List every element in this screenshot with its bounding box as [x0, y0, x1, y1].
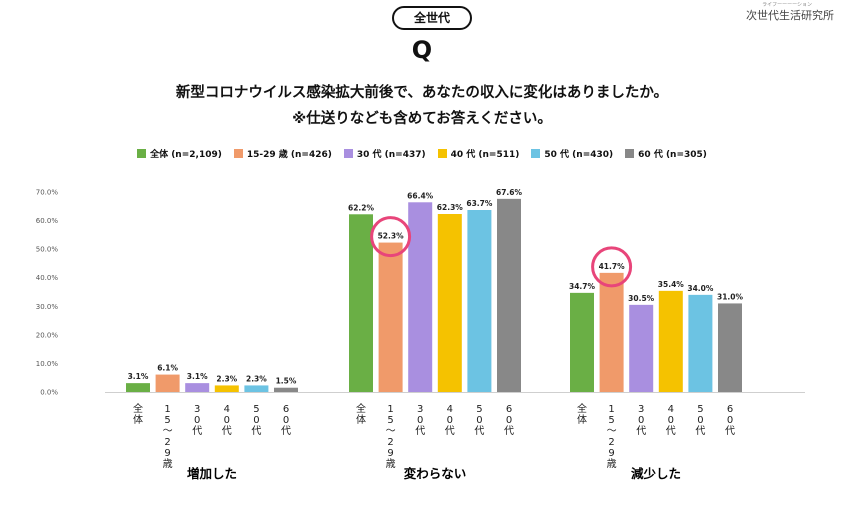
series-axis-label: 全体 [356, 402, 366, 426]
bar [126, 383, 150, 392]
series-axis-label: 全体 [133, 402, 143, 426]
bar [497, 198, 521, 392]
y-tick-label: 20.0% [36, 331, 59, 339]
bar [408, 202, 433, 392]
y-tick-label: 50.0% [36, 246, 59, 254]
series-axis-label: 1 5 〜 2 9 歳 [607, 404, 617, 470]
question-line-2: ※仕送りなども含めてお答えください。 [292, 111, 552, 127]
legend-item: 全体 (n=2,109) [137, 147, 222, 160]
value-label: 3.1% [128, 372, 149, 381]
brand-ruby: ライフーーーーション [762, 2, 812, 8]
legend-item: 60 代 (n=305) [625, 147, 707, 160]
bar [718, 303, 742, 392]
series-axis-label: 1 5 〜 2 9 歳 [386, 404, 396, 470]
legend-swatch [531, 149, 541, 158]
bar [629, 304, 654, 392]
legend-swatch [625, 149, 635, 158]
question-mark-label: Q [411, 36, 433, 64]
bar [467, 210, 492, 392]
value-label: 62.2% [348, 203, 375, 212]
legend-item: 30 代 (n=437) [343, 147, 426, 160]
category-label: 変わらない [404, 466, 467, 481]
bar [155, 374, 180, 392]
legend-label: 60 代 (n=305) [638, 150, 707, 160]
legend-label: 15-29 歳 (n=426) [246, 150, 332, 160]
bar [349, 214, 373, 392]
y-tick-label: 30.0% [36, 303, 59, 311]
value-label: 52.3% [378, 232, 405, 241]
legend-label: 30 代 (n=437) [356, 150, 426, 160]
value-label: 2.3% [246, 374, 267, 383]
value-label: 2.3% [216, 374, 237, 383]
series-axis-label: 1 5 〜 2 9 歳 [163, 404, 173, 470]
bar [274, 387, 298, 392]
bar [570, 292, 594, 392]
value-label: 67.6% [496, 188, 523, 197]
y-tick-label: 40.0% [36, 274, 59, 282]
bar [658, 290, 683, 392]
legend-item: 40 代 (n=511) [437, 147, 520, 160]
bar [214, 385, 239, 392]
value-label: 3.1% [187, 372, 208, 381]
legend-label: 全体 (n=2,109) [150, 150, 222, 160]
bar [378, 242, 403, 392]
value-label: 41.7% [599, 262, 626, 271]
legend-swatch [233, 149, 243, 158]
series-axis-label: 全体 [577, 402, 587, 426]
bar [437, 214, 462, 392]
legend-swatch [437, 149, 447, 158]
question-line-1: 新型コロナウイルス感染拡大前後で、あなたの収入に変化はありましたか。 [175, 85, 669, 101]
value-label: 66.4% [407, 191, 434, 200]
bar [599, 272, 624, 392]
brand-logo-text: 次世代生活研究所 [746, 9, 834, 22]
value-label: 34.7% [569, 282, 596, 291]
legend-label: 40 代 (n=511) [450, 150, 520, 160]
legend-swatch [343, 149, 353, 158]
y-tick-label: 70.0% [36, 189, 59, 197]
generation-badge: 全世代 [392, 6, 472, 30]
value-label: 30.5% [628, 294, 655, 303]
chart-legend: 全体 (n=2,109) 15-29 歳 (n=426) 30 代 (n=437… [0, 147, 844, 160]
bar [185, 383, 210, 392]
y-tick-label: 60.0% [36, 217, 59, 225]
value-label: 35.4% [658, 280, 685, 289]
bar [688, 294, 713, 392]
legend-item: 15-29 歳 (n=426) [233, 147, 332, 160]
highlight-circle [370, 216, 412, 258]
highlight-circle [591, 246, 633, 288]
bar [244, 385, 269, 392]
value-label: 1.5% [276, 377, 297, 386]
category-label: 減少した [631, 466, 681, 481]
legend-label: 50 代 (n=430) [544, 150, 614, 160]
value-label: 34.0% [687, 284, 714, 293]
y-tick-label: 0.0% [40, 389, 58, 397]
value-label: 63.7% [466, 199, 493, 208]
legend-swatch [137, 149, 147, 158]
category-label: 増加した [187, 466, 237, 481]
value-label: 62.3% [437, 203, 464, 212]
legend-item: 50 代 (n=430) [531, 147, 613, 160]
value-label: 6.1% [157, 364, 178, 373]
y-tick-label: 10.0% [36, 360, 59, 368]
value-label: 31.0% [717, 292, 744, 301]
question-text: 新型コロナウイルス感染拡大前後で、あなたの収入に変化はありましたか。 ※仕送りな… [0, 80, 844, 132]
